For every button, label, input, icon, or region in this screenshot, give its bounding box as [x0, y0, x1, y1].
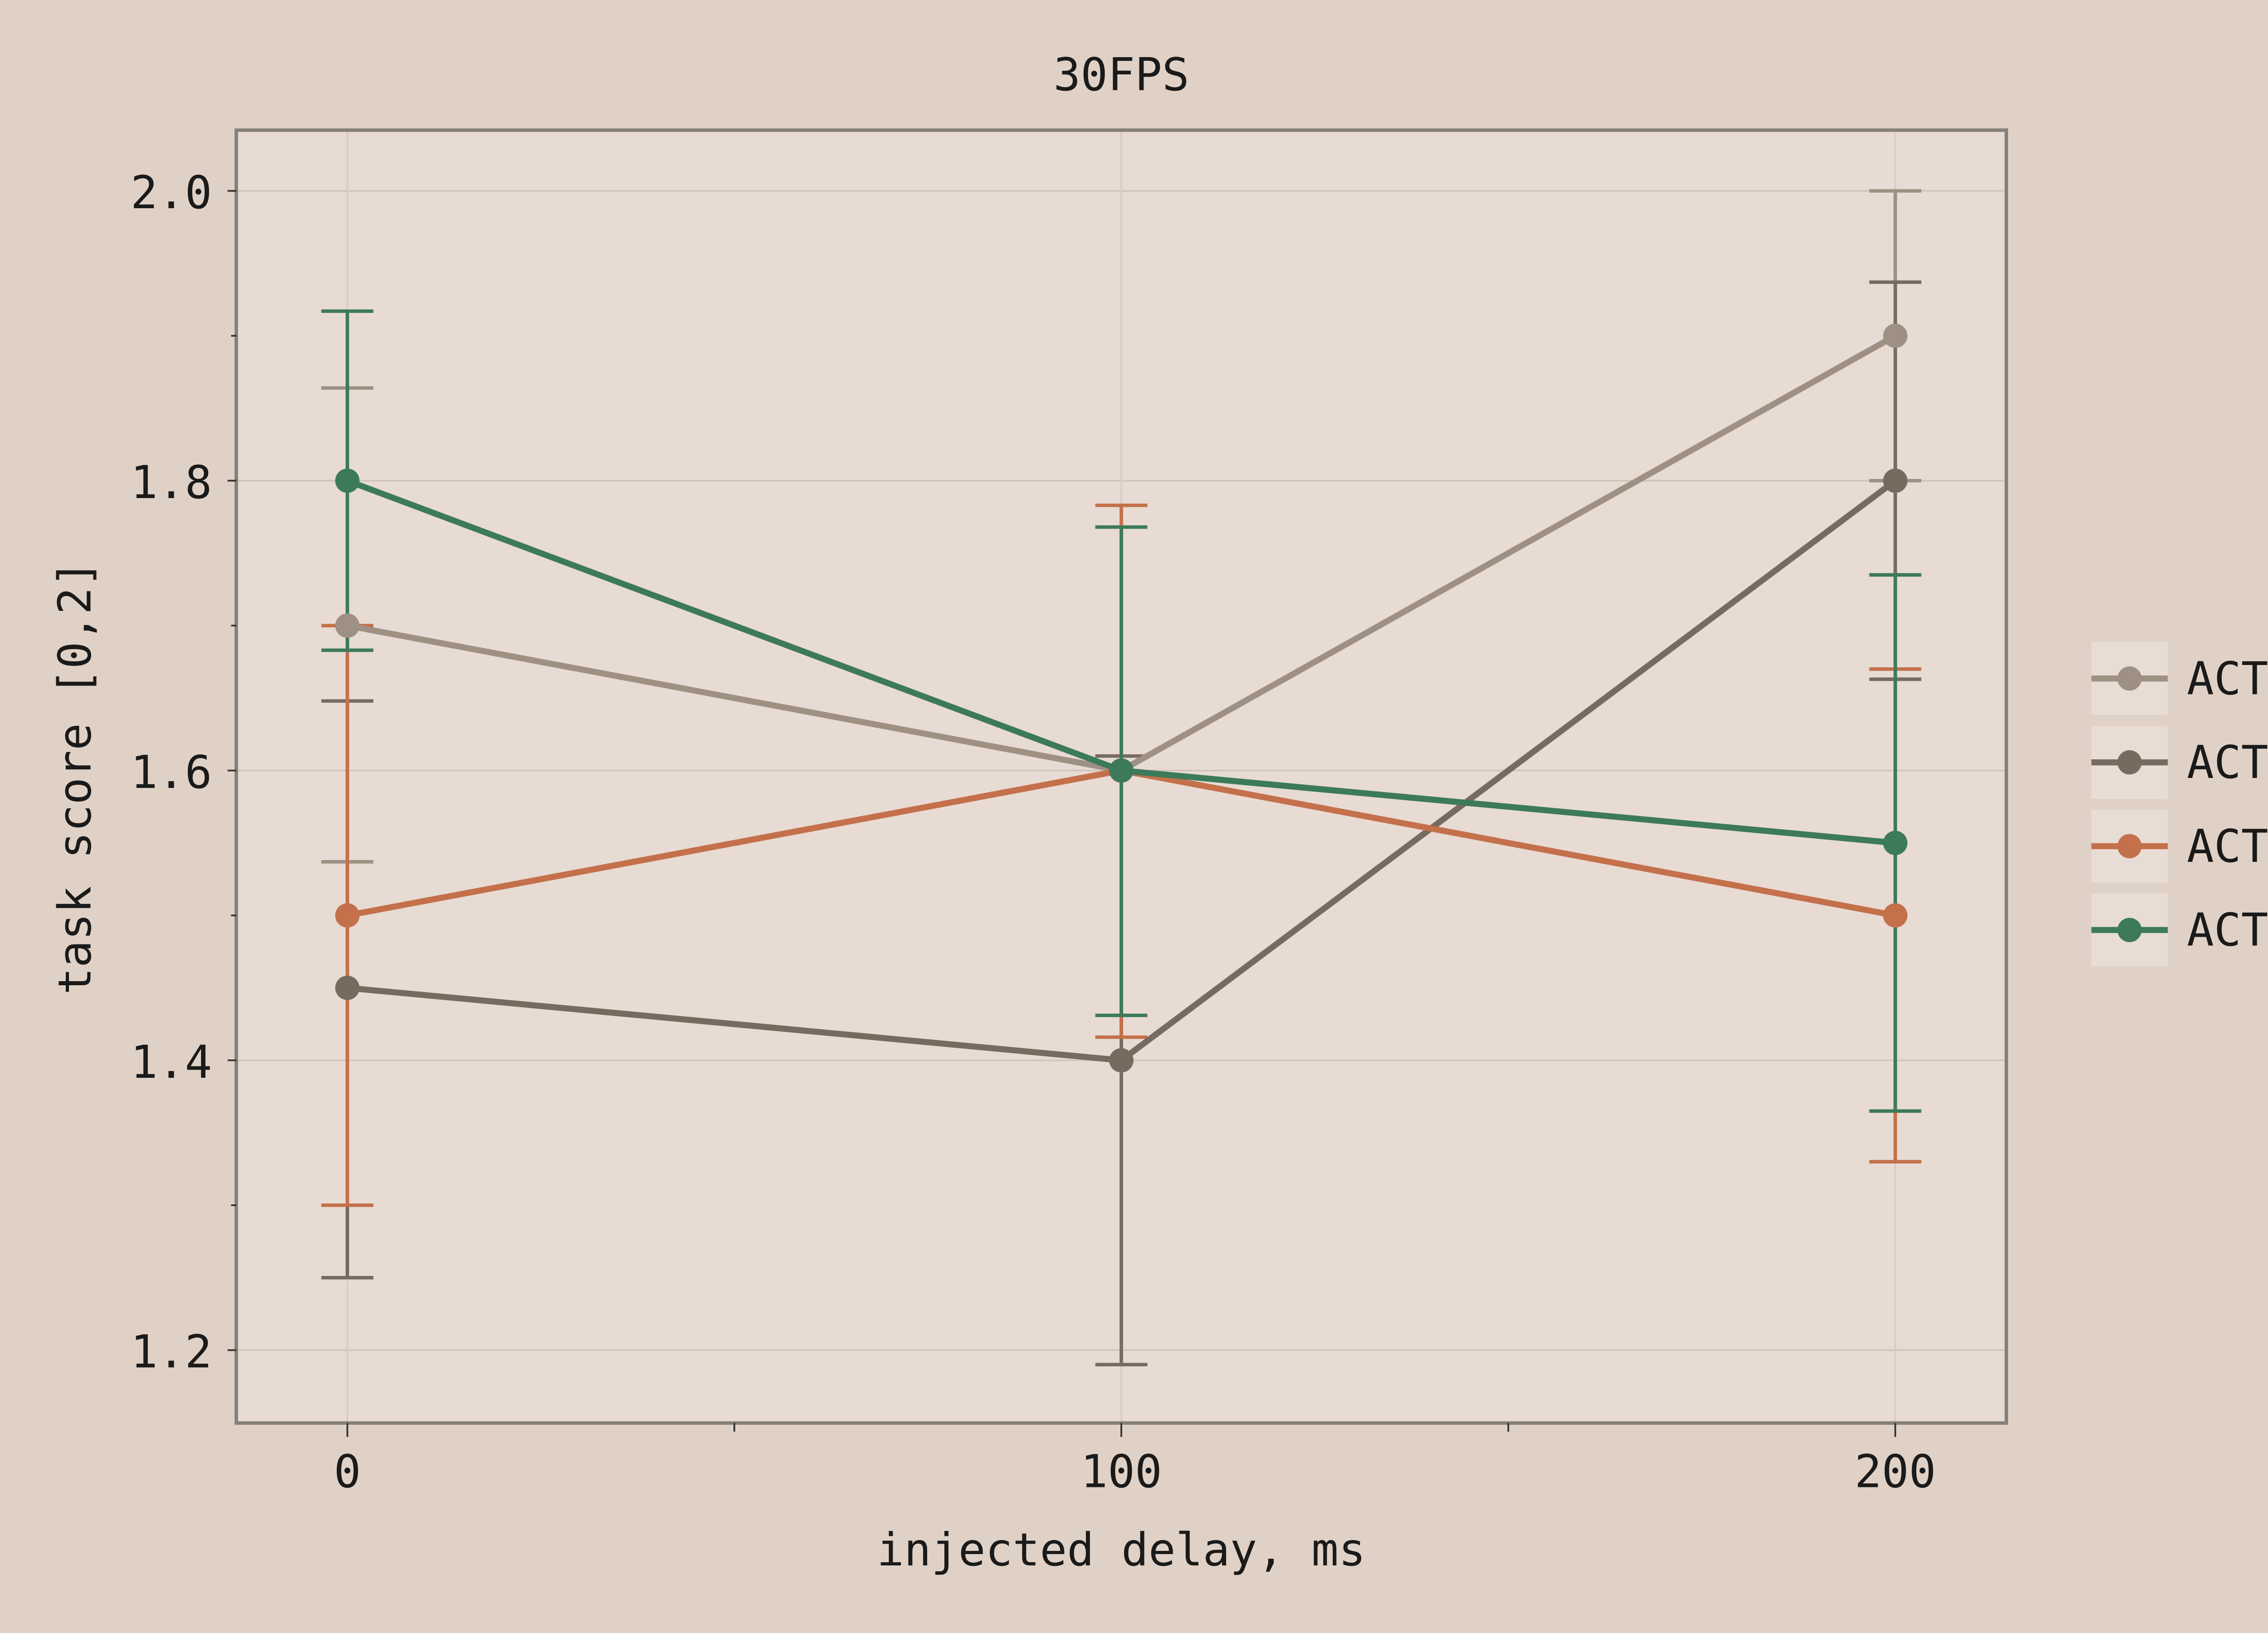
legend-marker-icon: [2117, 750, 2142, 775]
legend-marker-icon: [2117, 834, 2142, 859]
y-tick-label: 1.4: [131, 1037, 212, 1089]
legend-label: ACT, sync discard: [2187, 737, 2268, 789]
legend-label: ACT, async discard: [2187, 821, 2268, 873]
x-axis-ticks: 0 100 200: [334, 1423, 1936, 1498]
legend-label: ACTSmooth: [2187, 905, 2268, 957]
y-tick-label: 1.8: [131, 457, 212, 509]
data-point-marker: [335, 976, 360, 1000]
data-point-marker: [1109, 1048, 1134, 1073]
data-point-marker: [335, 468, 360, 493]
plot-area: [235, 128, 2008, 1425]
legend: ACT, sync ACT, sync discard ACT, async dis…: [2091, 642, 2268, 967]
y-tick-label: 2.0: [131, 167, 212, 219]
legend-item: ACT, sync discard: [2091, 726, 2268, 799]
x-tick-label: 0: [334, 1446, 361, 1498]
series-lines: [335, 323, 1908, 1073]
data-point-marker: [335, 613, 360, 638]
legend-item: ACT, sync: [2091, 642, 2268, 715]
data-point-marker: [1109, 758, 1134, 783]
x-tick-label: 200: [1855, 1446, 1936, 1498]
data-point-marker: [1883, 468, 1908, 493]
data-point-marker: [1883, 903, 1908, 928]
x-tick-label: 100: [1080, 1446, 1162, 1498]
x-axis-label: injected delay, ms: [877, 1524, 1366, 1576]
legend-marker-icon: [2117, 918, 2142, 942]
y-axis-ticks: 1.2 1.4 1.6 1.8 2.0: [131, 167, 236, 1379]
legend-marker-icon: [2117, 666, 2142, 691]
legend-label: ACT, sync: [2187, 653, 2268, 705]
chart-title: 30FPS: [1053, 49, 1189, 101]
legend-item: ACT, async discard: [2091, 810, 2268, 883]
data-point-marker: [1883, 831, 1908, 856]
y-axis-label: task score [0,2]: [49, 560, 102, 995]
legend-item: ACTSmooth: [2091, 893, 2268, 967]
y-tick-label: 1.6: [131, 747, 212, 799]
data-point-marker: [335, 903, 360, 928]
y-tick-label: 1.2: [131, 1326, 212, 1379]
data-point-marker: [1883, 323, 1908, 348]
